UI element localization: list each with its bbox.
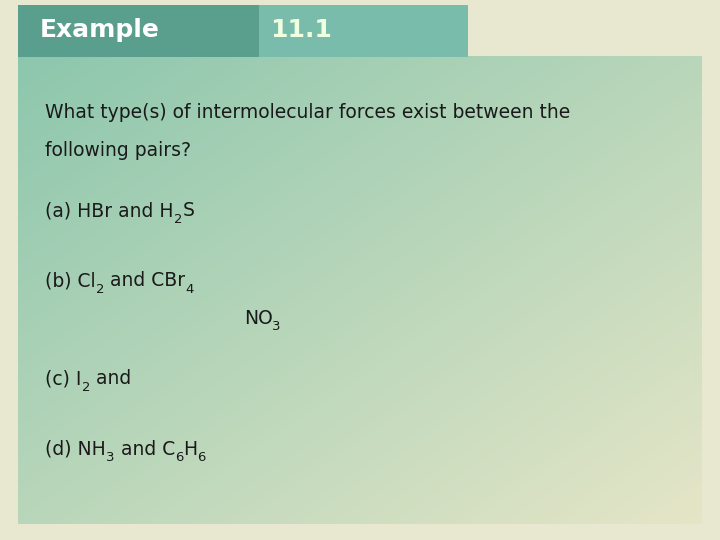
Text: 2: 2 [96,283,104,296]
Text: 3: 3 [106,451,114,464]
Text: 3: 3 [272,320,281,333]
Text: and: and [90,369,132,388]
Text: H: H [183,440,197,458]
Text: and C: and C [114,440,175,458]
FancyBboxPatch shape [18,5,259,57]
Text: 6: 6 [197,451,206,464]
Text: (d) NH: (d) NH [45,440,106,458]
Text: following pairs?: following pairs? [45,140,192,160]
Text: 2: 2 [82,381,90,394]
Text: 4: 4 [186,283,194,296]
Text: and CBr: and CBr [104,272,186,291]
Text: (c) I: (c) I [45,369,82,388]
Text: 2: 2 [174,213,182,226]
FancyBboxPatch shape [259,5,468,57]
Text: What type(s) of intermolecular forces exist between the: What type(s) of intermolecular forces ex… [45,103,571,122]
Text: NO: NO [243,309,272,328]
Text: 11.1: 11.1 [270,18,332,42]
Text: Example: Example [40,18,159,42]
Text: (a) HBr and H: (a) HBr and H [45,201,174,220]
Text: 6: 6 [175,451,183,464]
Text: (b) Cl: (b) Cl [45,272,96,291]
Text: S: S [182,201,194,220]
